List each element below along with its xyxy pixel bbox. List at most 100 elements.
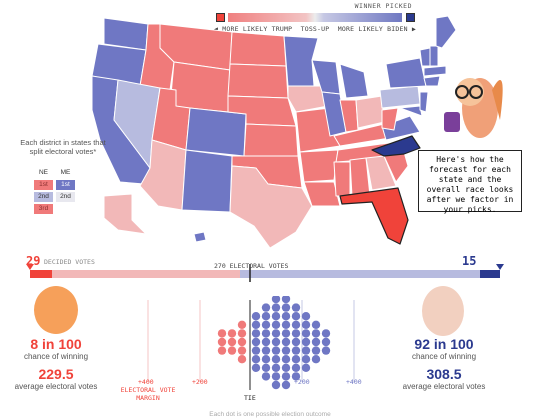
- state-nj[interactable]: [419, 91, 429, 113]
- state-md[interactable]: [399, 105, 423, 117]
- outcome-dot: [281, 346, 291, 355]
- state-vt[interactable]: [419, 47, 431, 67]
- outcome-dot: [237, 320, 247, 329]
- me-district-1[interactable]: 1st: [56, 180, 75, 190]
- outcome-dot: [301, 337, 311, 347]
- biden-face-icon: [422, 286, 464, 336]
- outcome-dot: [237, 329, 247, 338]
- outcome-dot: [311, 346, 321, 355]
- outcome-dot: [251, 337, 261, 347]
- outcome-dot: [271, 320, 281, 329]
- state-ma[interactable]: [423, 65, 447, 77]
- state-wv[interactable]: [381, 107, 399, 131]
- state-fl[interactable]: [339, 187, 409, 245]
- outcome-dot: [251, 346, 261, 355]
- outcome-dot: [251, 329, 261, 338]
- outcome-dot: [217, 337, 227, 347]
- state-hi[interactable]: [193, 231, 207, 243]
- state-wy[interactable]: [169, 61, 231, 113]
- us-forecast-map: [91, 15, 503, 249]
- electoral-vote-bar: [26, 264, 504, 282]
- outcome-dot: [227, 337, 237, 347]
- outcome-dot: [291, 329, 301, 338]
- state-nd[interactable]: [229, 31, 287, 67]
- state-ms[interactable]: [333, 161, 351, 197]
- outcome-dot: [271, 380, 281, 390]
- state-sd[interactable]: [227, 63, 289, 99]
- state-ia[interactable]: [287, 85, 329, 113]
- state-nm[interactable]: [181, 149, 233, 213]
- tick-left-400: +400: [138, 378, 154, 386]
- state-mi[interactable]: [339, 63, 369, 99]
- outcome-dot: [281, 329, 291, 338]
- outcome-dot: [281, 296, 291, 304]
- outcome-dot: [321, 346, 331, 355]
- tick-right-200: +200: [294, 378, 310, 386]
- tossup-label: TOSS-UP: [300, 25, 330, 33]
- state-nh[interactable]: [429, 45, 439, 67]
- outcome-dot: [291, 303, 301, 312]
- outcome-dot: [261, 346, 271, 355]
- more-trump-label: ◀ MORE LIKELY TRUMP: [214, 25, 293, 33]
- trump-ev: 229.5: [38, 366, 74, 382]
- outcome-dot: [281, 355, 291, 364]
- outcome-dot: [301, 346, 311, 355]
- biden-ev: 308.5: [426, 366, 462, 382]
- outcome-dot: [291, 320, 301, 329]
- outcome-dot: [261, 312, 271, 321]
- outcome-dot: [291, 346, 301, 355]
- state-nc[interactable]: [371, 135, 421, 157]
- outcome-dot: [237, 346, 247, 355]
- me-district-2[interactable]: 2nd: [56, 192, 75, 202]
- more-biden-label: MORE LIKELY BIDEN ▶: [337, 25, 416, 33]
- outcome-dot: [291, 312, 301, 321]
- outcome-dot: [321, 329, 331, 338]
- mascot-icon: [444, 78, 503, 138]
- me-label: ME: [60, 169, 71, 176]
- outcome-dot: [321, 337, 331, 347]
- outcome-dot: [271, 337, 281, 347]
- state-tx[interactable]: [229, 165, 313, 249]
- outcome-dot: [251, 363, 261, 372]
- state-pa[interactable]: [379, 85, 421, 109]
- outcome-dot: [281, 337, 291, 347]
- forecast-legend: WINNER PICKED ◀ MORE LIKELY TRUMP TOSS-U…: [214, 2, 416, 36]
- state-me[interactable]: [435, 15, 457, 49]
- outcome-dot: [271, 329, 281, 338]
- state-ks[interactable]: [243, 123, 299, 157]
- ne-district-3[interactable]: 3rd: [34, 204, 53, 214]
- outcome-dot: [271, 346, 281, 355]
- biden-chance-label: chance of winning: [411, 352, 477, 361]
- state-co[interactable]: [185, 107, 247, 157]
- state-va[interactable]: [381, 115, 421, 141]
- tick-left-200: +200: [192, 378, 208, 386]
- outcome-dot: [261, 303, 271, 312]
- state-ga[interactable]: [365, 155, 397, 191]
- state-ar[interactable]: [299, 149, 339, 183]
- outcome-dot: [261, 320, 271, 329]
- split-legend-title: Each district in states that split elect…: [20, 138, 106, 156]
- outcome-dot: [227, 329, 237, 338]
- state-mn[interactable]: [283, 35, 319, 87]
- state-ct[interactable]: [423, 75, 441, 87]
- state-ny[interactable]: [385, 57, 427, 89]
- biden-decided-votes: 15: [462, 254, 477, 268]
- trump-face-icon: [34, 286, 78, 334]
- outcome-dot: [251, 355, 261, 364]
- outcome-dot: [281, 380, 291, 390]
- state-la[interactable]: [303, 181, 341, 207]
- mascot-speech-bubble: Here's how the forecast for each state a…: [418, 150, 522, 214]
- outcome-dot-plot: [147, 296, 355, 390]
- margin-label: ELECTORAL VOTE MARGIN: [120, 386, 176, 402]
- outcome-dot: [281, 372, 291, 381]
- ne-district-2[interactable]: 2nd: [34, 192, 53, 202]
- outcome-dot: [301, 363, 311, 372]
- ne-district-1[interactable]: 1st: [34, 180, 53, 190]
- outcome-dot: [301, 329, 311, 338]
- state-ak[interactable]: [103, 193, 147, 235]
- outcome-dot: [311, 329, 321, 338]
- outcome-dot: [271, 312, 281, 321]
- trump-ev-label: average electoral votes: [14, 382, 98, 391]
- state-oh[interactable]: [355, 95, 385, 129]
- outcome-dot: [271, 296, 281, 304]
